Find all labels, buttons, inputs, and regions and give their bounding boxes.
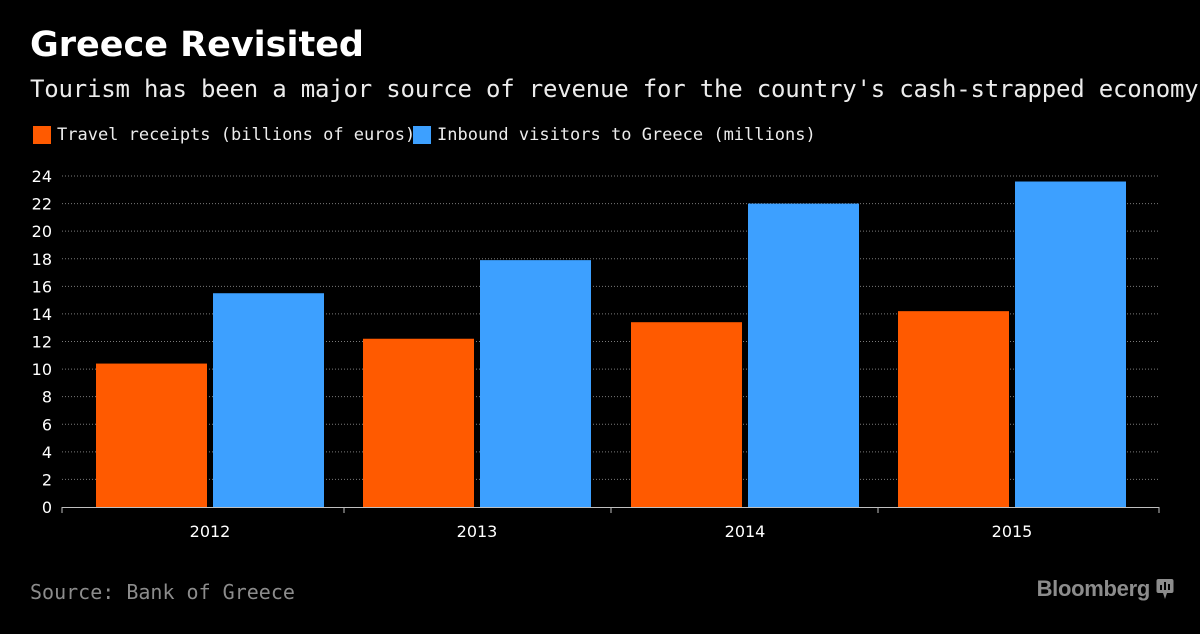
legend-item-travel-receipts: Travel receipts (billions of euros) <box>33 124 415 146</box>
x-tick-label: 2013 <box>457 522 498 541</box>
chart-title: Greece Revisited <box>30 25 364 65</box>
y-tick-label: 22 <box>32 195 52 214</box>
chart-subtitle: Tourism has been a major source of reven… <box>30 75 1199 103</box>
y-tick-label: 0 <box>42 498 52 517</box>
bar-inbound-visitors <box>213 293 324 507</box>
y-tick-label: 14 <box>32 305 52 324</box>
bar-travel-receipts <box>898 311 1009 507</box>
y-tick-label: 12 <box>32 333 52 352</box>
bar-travel-receipts <box>631 322 742 507</box>
y-tick-label: 16 <box>32 277 52 296</box>
y-tick-label: 18 <box>32 250 52 269</box>
y-tick-label: 20 <box>32 222 52 241</box>
y-tick-label: 4 <box>42 443 52 462</box>
bar-travel-receipts <box>363 338 474 507</box>
bar-inbound-visitors <box>1015 181 1126 507</box>
y-tick-label: 10 <box>32 360 52 379</box>
legend-swatch-inbound-visitors <box>413 126 431 144</box>
brand-name: Bloomberg <box>1036 576 1151 601</box>
y-tick-label: 24 <box>32 167 52 186</box>
legend-label-inbound-visitors: Inbound visitors to Greece (millions) <box>437 125 816 145</box>
x-tick-label: 2014 <box>725 522 766 541</box>
y-tick-label: 8 <box>42 388 52 407</box>
legend-swatch-travel-receipts <box>33 126 51 144</box>
legend-item-inbound-visitors: Inbound visitors to Greece (millions) <box>413 124 816 146</box>
brand-logo: Bloomberg <box>1037 576 1174 602</box>
y-tick-label: 2 <box>42 470 52 489</box>
bar-inbound-visitors <box>480 260 591 507</box>
bar-inbound-visitors <box>748 203 859 508</box>
bloomberg-terminal-icon <box>1156 579 1174 599</box>
source-note: Source: Bank of Greece <box>30 580 295 604</box>
legend-label-travel-receipts: Travel receipts (billions of euros) <box>57 125 416 145</box>
x-tick-label: 2015 <box>992 522 1033 541</box>
bar-travel-receipts <box>96 363 207 507</box>
x-tick-label: 2012 <box>190 522 231 541</box>
y-tick-label: 6 <box>42 415 52 434</box>
